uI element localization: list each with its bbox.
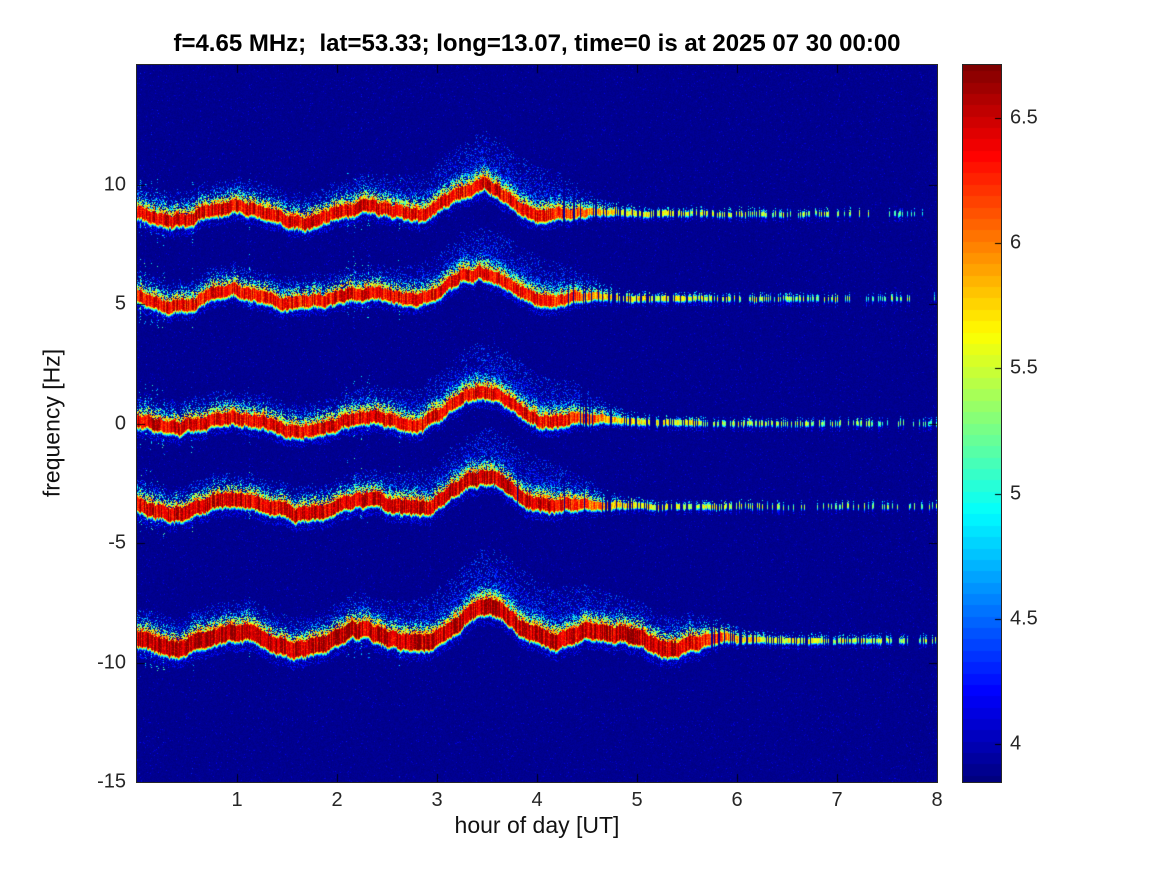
- colorbar-tick-label: 4.5: [1010, 607, 1038, 630]
- x-tick-label: 3: [431, 789, 443, 811]
- x-tick-label: 1: [231, 789, 243, 811]
- y-tick-label: 0: [114, 412, 126, 434]
- y-tick-label: -5: [108, 531, 126, 554]
- x-tick-label: 5: [631, 789, 643, 811]
- colorbar-tick-label: 6.5: [1010, 106, 1038, 129]
- y-tick-label: -10: [97, 651, 126, 673]
- chart-title: f=4.65 MHz; lat=53.33; long=13.07, time=…: [173, 30, 901, 57]
- x-axis-label: hour of day [UT]: [454, 812, 620, 838]
- y-tick-label: 10: [103, 173, 126, 195]
- y-tick-label: -15: [97, 770, 126, 793]
- x-tick-label: 7: [831, 789, 843, 811]
- y-tick-label: 5: [114, 292, 126, 315]
- x-tick-label: 2: [331, 789, 343, 811]
- y-axis-label: frequency [Hz]: [38, 348, 65, 498]
- colorbar: [962, 64, 1002, 783]
- x-tick-label: 8: [931, 789, 943, 811]
- x-tick-label: 4: [531, 789, 543, 811]
- colorbar-tick-label: 4: [1010, 732, 1022, 755]
- colorbar-tick-label: 5.5: [1010, 356, 1038, 379]
- colorbar-tick-label: 5: [1010, 482, 1022, 505]
- x-tick-label: 6: [731, 789, 743, 811]
- colorbar-tick-label: 6: [1010, 231, 1022, 254]
- spectrogram-canvas: [136, 64, 938, 783]
